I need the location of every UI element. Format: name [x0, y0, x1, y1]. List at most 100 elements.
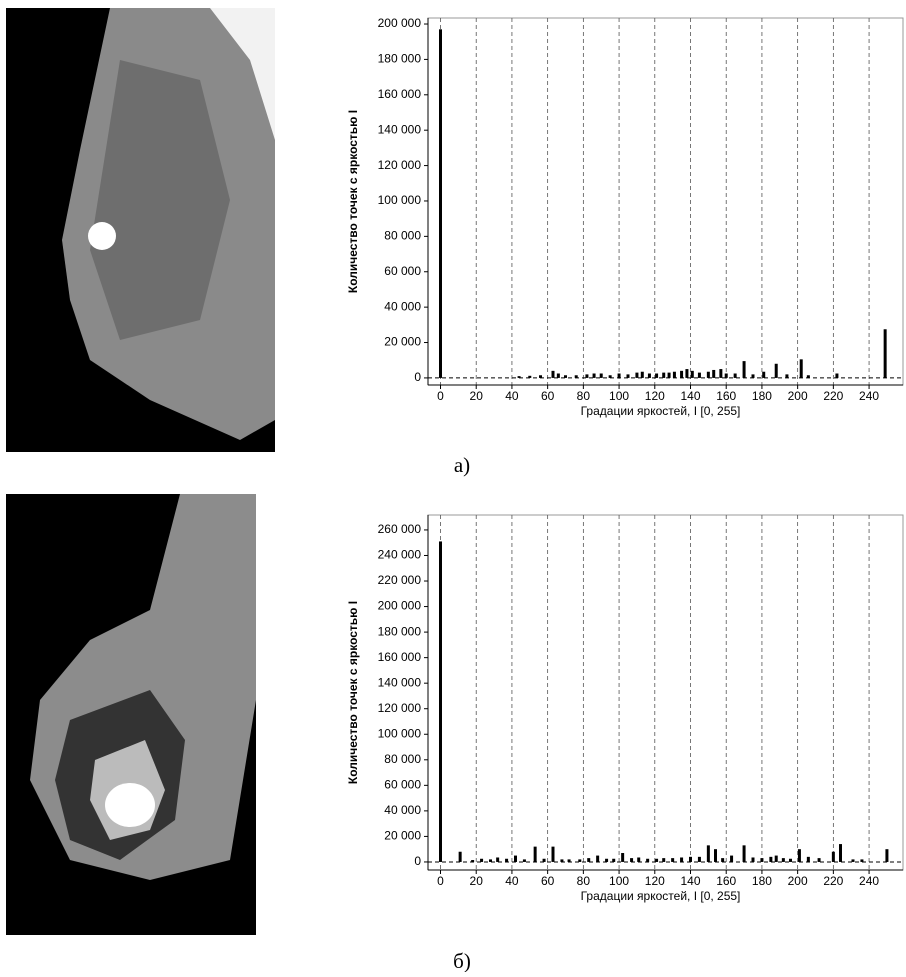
bar — [789, 858, 792, 862]
bar — [489, 859, 492, 862]
bar — [762, 371, 766, 378]
bar — [883, 329, 887, 378]
y-tick-label: 180 000 — [378, 624, 422, 638]
y-tick-label: 260 000 — [378, 522, 422, 536]
y-axis-label: Количество точек с яркостью I — [346, 601, 360, 784]
bar — [635, 372, 639, 378]
x-tick-label: 120 — [645, 389, 665, 403]
bar — [839, 844, 842, 862]
image-b — [6, 494, 256, 935]
x-tick-label: 100 — [609, 389, 629, 403]
image-a — [6, 8, 275, 452]
y-tick-label: 120 000 — [378, 158, 422, 172]
x-tick-label: 80 — [577, 874, 591, 888]
bar — [672, 371, 676, 378]
bar — [719, 369, 723, 378]
x-tick-label: 40 — [505, 389, 519, 403]
x-tick-label: 140 — [680, 874, 700, 888]
caption: а) — [454, 453, 470, 477]
bar — [797, 849, 801, 862]
bar — [806, 856, 810, 862]
bar — [585, 374, 589, 378]
bar — [637, 857, 641, 862]
y-tick-label: 60 000 — [384, 264, 421, 278]
bar — [542, 858, 546, 862]
bar — [851, 859, 855, 862]
bar — [724, 373, 728, 378]
bar — [697, 372, 701, 378]
bar — [517, 376, 521, 378]
bar — [806, 375, 810, 378]
y-tick-label: 160 000 — [378, 650, 422, 664]
bar — [667, 372, 671, 378]
bar — [730, 855, 734, 862]
bar — [799, 359, 803, 378]
bar — [751, 374, 755, 378]
x-tick-label: 220 — [823, 874, 843, 888]
x-tick-label: 180 — [752, 874, 772, 888]
y-tick-label: 0 — [414, 370, 421, 384]
bar — [596, 855, 600, 862]
bar — [578, 859, 582, 862]
y-tick-label: 140 000 — [378, 675, 422, 689]
y-tick-label: 200 000 — [378, 599, 422, 613]
y-tick-label: 180 000 — [378, 52, 422, 66]
y-tick-label: 100 000 — [378, 193, 422, 207]
bar — [655, 373, 659, 378]
x-tick-label: 160 — [716, 874, 736, 888]
bar — [662, 372, 666, 378]
x-axis-label: Градации яркостей, I [0, 255] — [581, 889, 741, 903]
bar — [680, 370, 684, 378]
y-tick-label: 80 000 — [384, 752, 421, 766]
bar — [514, 855, 517, 862]
bar — [706, 845, 710, 862]
bar — [505, 858, 509, 862]
bar — [751, 857, 755, 862]
plot-frame — [427, 514, 904, 871]
bar — [781, 858, 785, 862]
bar — [560, 859, 564, 862]
x-tick-label: 100 — [609, 874, 629, 888]
bar — [626, 374, 630, 378]
plot-frame — [427, 17, 904, 386]
bar — [471, 860, 475, 862]
x-tick-label: 0 — [437, 874, 444, 888]
y-tick-label: 20 000 — [384, 335, 421, 349]
bar — [817, 858, 821, 862]
bar — [885, 849, 889, 862]
x-axis-label: Градации яркостей, I [0, 255] — [581, 404, 741, 418]
x-tick-label: 60 — [541, 389, 555, 403]
bar — [714, 849, 717, 862]
y-tick-label: 40 000 — [384, 299, 421, 313]
bar — [690, 370, 694, 378]
bar — [556, 373, 560, 378]
y-tick-label: 140 000 — [378, 122, 422, 136]
bar — [831, 851, 835, 862]
caption: б) — [453, 949, 471, 972]
bar — [785, 374, 789, 378]
y-axis-label: Количество точек с яркостью I — [346, 110, 360, 293]
x-tick-label: 180 — [752, 389, 772, 403]
bar — [458, 851, 462, 862]
bar — [496, 857, 500, 862]
bar — [774, 855, 778, 862]
x-tick-label: 200 — [788, 874, 808, 888]
bar — [655, 858, 659, 862]
bar — [835, 373, 839, 378]
x-tick-label: 200 — [788, 389, 808, 403]
bar — [742, 845, 746, 862]
bar — [769, 856, 773, 862]
bar — [599, 373, 603, 378]
y-tick-label: 220 000 — [378, 573, 422, 587]
bar — [567, 859, 571, 862]
y-tick-label: 40 000 — [384, 803, 421, 817]
bar — [706, 371, 710, 378]
y-tick-label: 20 000 — [384, 829, 421, 843]
x-tick-label: 220 — [823, 389, 843, 403]
bar — [647, 373, 651, 378]
bar — [612, 858, 616, 862]
bar — [617, 373, 621, 378]
bar — [551, 370, 555, 378]
bar — [539, 375, 542, 378]
